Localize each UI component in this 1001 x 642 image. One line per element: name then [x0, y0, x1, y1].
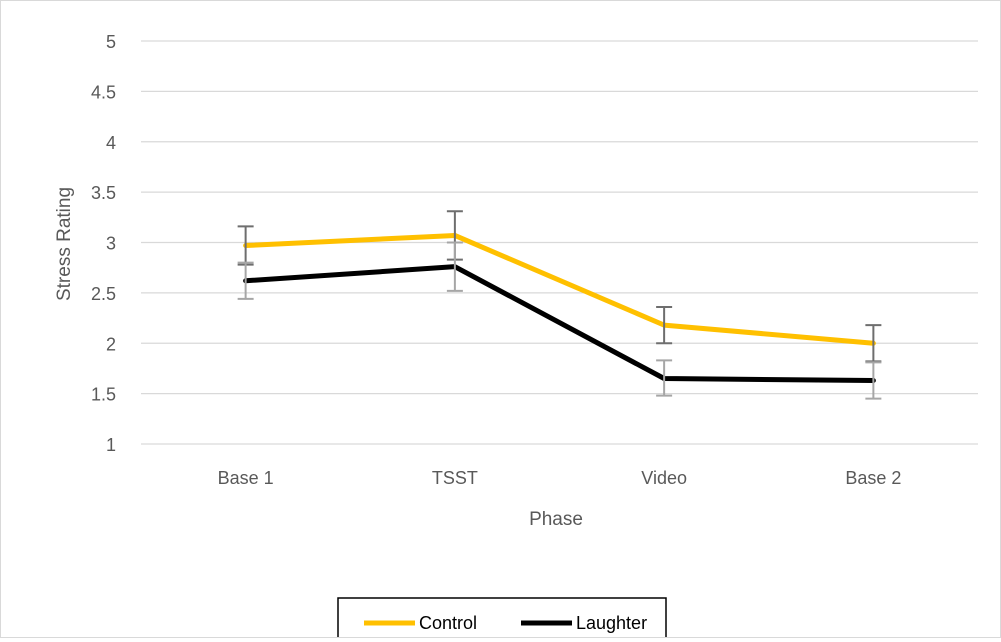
y-tick-label: 1 [106, 435, 116, 455]
legend-label-control: Control [419, 613, 477, 633]
y-tick-label: 2.5 [91, 284, 116, 304]
y-tick-label: 1.5 [91, 385, 116, 405]
series-line-control [243, 232, 876, 346]
x-tick-label: Base 1 [218, 468, 274, 488]
series-line-laughter [243, 264, 876, 384]
y-axis-ticks: 1 1.5 2 2.5 3 3.5 4 4.5 5 [91, 32, 116, 455]
legend: Control Laughter [337, 597, 667, 642]
error-bar [865, 324, 882, 363]
y-tick-label: 5 [106, 32, 116, 52]
x-tick-label: TSST [432, 468, 478, 488]
error-bar [446, 241, 463, 292]
error-bar [656, 359, 673, 397]
error-bar [656, 305, 673, 345]
y-tick-label: 3.5 [91, 183, 116, 203]
y-tick-label: 3 [106, 234, 116, 254]
y-tick-label: 4.5 [91, 82, 116, 102]
x-axis-label: Phase [529, 509, 583, 530]
error-bar [237, 261, 254, 300]
x-axis-ticks: Base 1 TSST Video Base 2 [218, 468, 902, 488]
legend-box [337, 597, 667, 642]
y-tick-label: 2 [106, 334, 116, 354]
error-bars [237, 210, 882, 400]
x-tick-label: Video [641, 468, 687, 488]
legend-label-laughter: Laughter [576, 613, 647, 633]
x-tick-label: Base 2 [845, 468, 901, 488]
y-axis-label: Stress Rating [54, 187, 75, 301]
error-bar [865, 361, 882, 400]
y-tick-label: 4 [106, 133, 116, 153]
series-lines [243, 232, 876, 384]
